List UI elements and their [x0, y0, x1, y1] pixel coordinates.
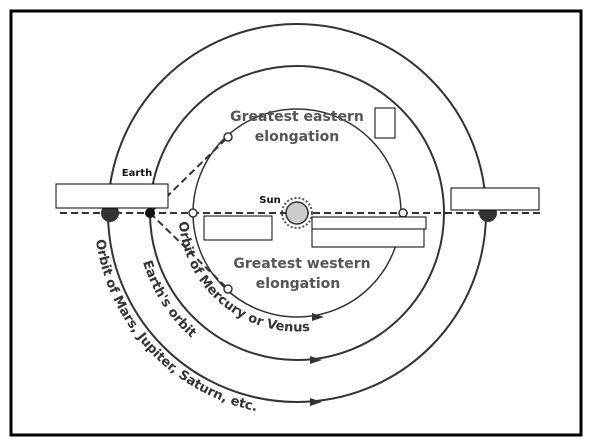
- page: Greatest eastern elongation Greatest wes…: [0, 0, 592, 444]
- inner-planet: [189, 209, 197, 217]
- blank-box: [375, 108, 395, 138]
- western-label: Greatest western: [233, 256, 370, 272]
- blank-box: [451, 188, 539, 210]
- inner-planet: [224, 285, 232, 293]
- earth: [145, 208, 155, 218]
- inner-planet: [224, 133, 232, 141]
- inner-planet: [399, 209, 407, 217]
- eastern-label: elongation: [255, 129, 339, 145]
- blank-box: [204, 216, 272, 240]
- earth-label: Earth: [122, 168, 152, 179]
- diagram: Greatest eastern elongation Greatest wes…: [0, 0, 592, 444]
- eastern-label: Greatest eastern: [230, 109, 364, 125]
- sun-label: Sun: [259, 195, 280, 206]
- blank-box: [312, 217, 426, 229]
- blank-box: [56, 184, 168, 208]
- western-label: elongation: [256, 276, 340, 292]
- blank-box: [312, 229, 424, 247]
